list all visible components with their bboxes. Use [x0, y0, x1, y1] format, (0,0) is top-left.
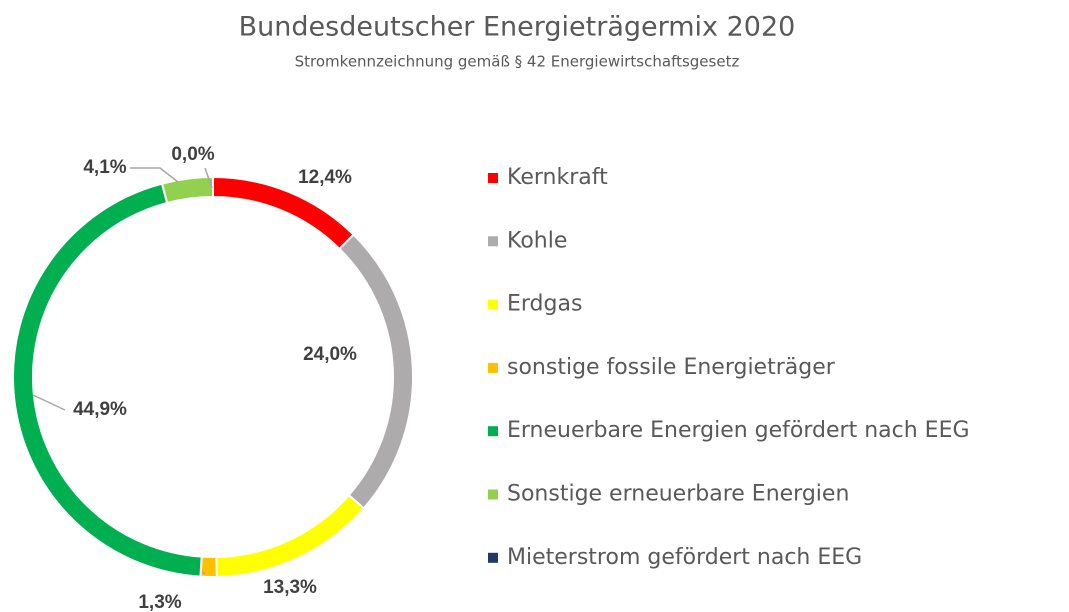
legend-label: Sonstige erneuerbare Energien — [507, 482, 849, 507]
legend-swatch — [488, 173, 498, 183]
legend-swatch — [488, 489, 498, 500]
data-label: 24,0% — [303, 344, 357, 365]
donut-slice — [160, 175, 214, 205]
leader-line — [32, 394, 66, 411]
legend-swatch — [488, 362, 498, 373]
donut-slice — [12, 182, 203, 578]
data-label: 1,3% — [138, 592, 181, 612]
legend-label: Erdgas — [507, 292, 582, 317]
leader-line — [130, 167, 179, 183]
legend-label: sonstige fossile Energieträger — [507, 355, 836, 380]
legend-swatch — [488, 426, 498, 437]
data-label: 0,0% — [171, 144, 214, 165]
donut-slice — [338, 233, 414, 510]
legend-label: Kernkraft — [507, 165, 608, 190]
donut-slice — [199, 555, 218, 578]
legend-swatch — [488, 236, 498, 247]
data-label: 13,3% — [263, 577, 317, 598]
legend-label: Mieterstrom gefördert nach EEG — [507, 545, 862, 570]
data-label: 12,4% — [298, 167, 352, 188]
legend-label: Erneuerbare Energien gefördert nach EEG — [507, 418, 970, 443]
legend-label: Kohle — [507, 228, 567, 253]
leader-line — [204, 167, 213, 189]
donut-slice — [215, 493, 366, 578]
legend-swatch — [488, 299, 498, 310]
data-label: 4,1% — [83, 157, 126, 178]
chart-subtitle: Stromkennzeichnung gemäß § 42 Energiewir… — [295, 53, 740, 71]
legend-swatch — [488, 552, 498, 563]
chart-title: Bundesdeutscher Energieträgermix 2020 — [239, 12, 796, 43]
data-label: 44,9% — [73, 399, 127, 420]
